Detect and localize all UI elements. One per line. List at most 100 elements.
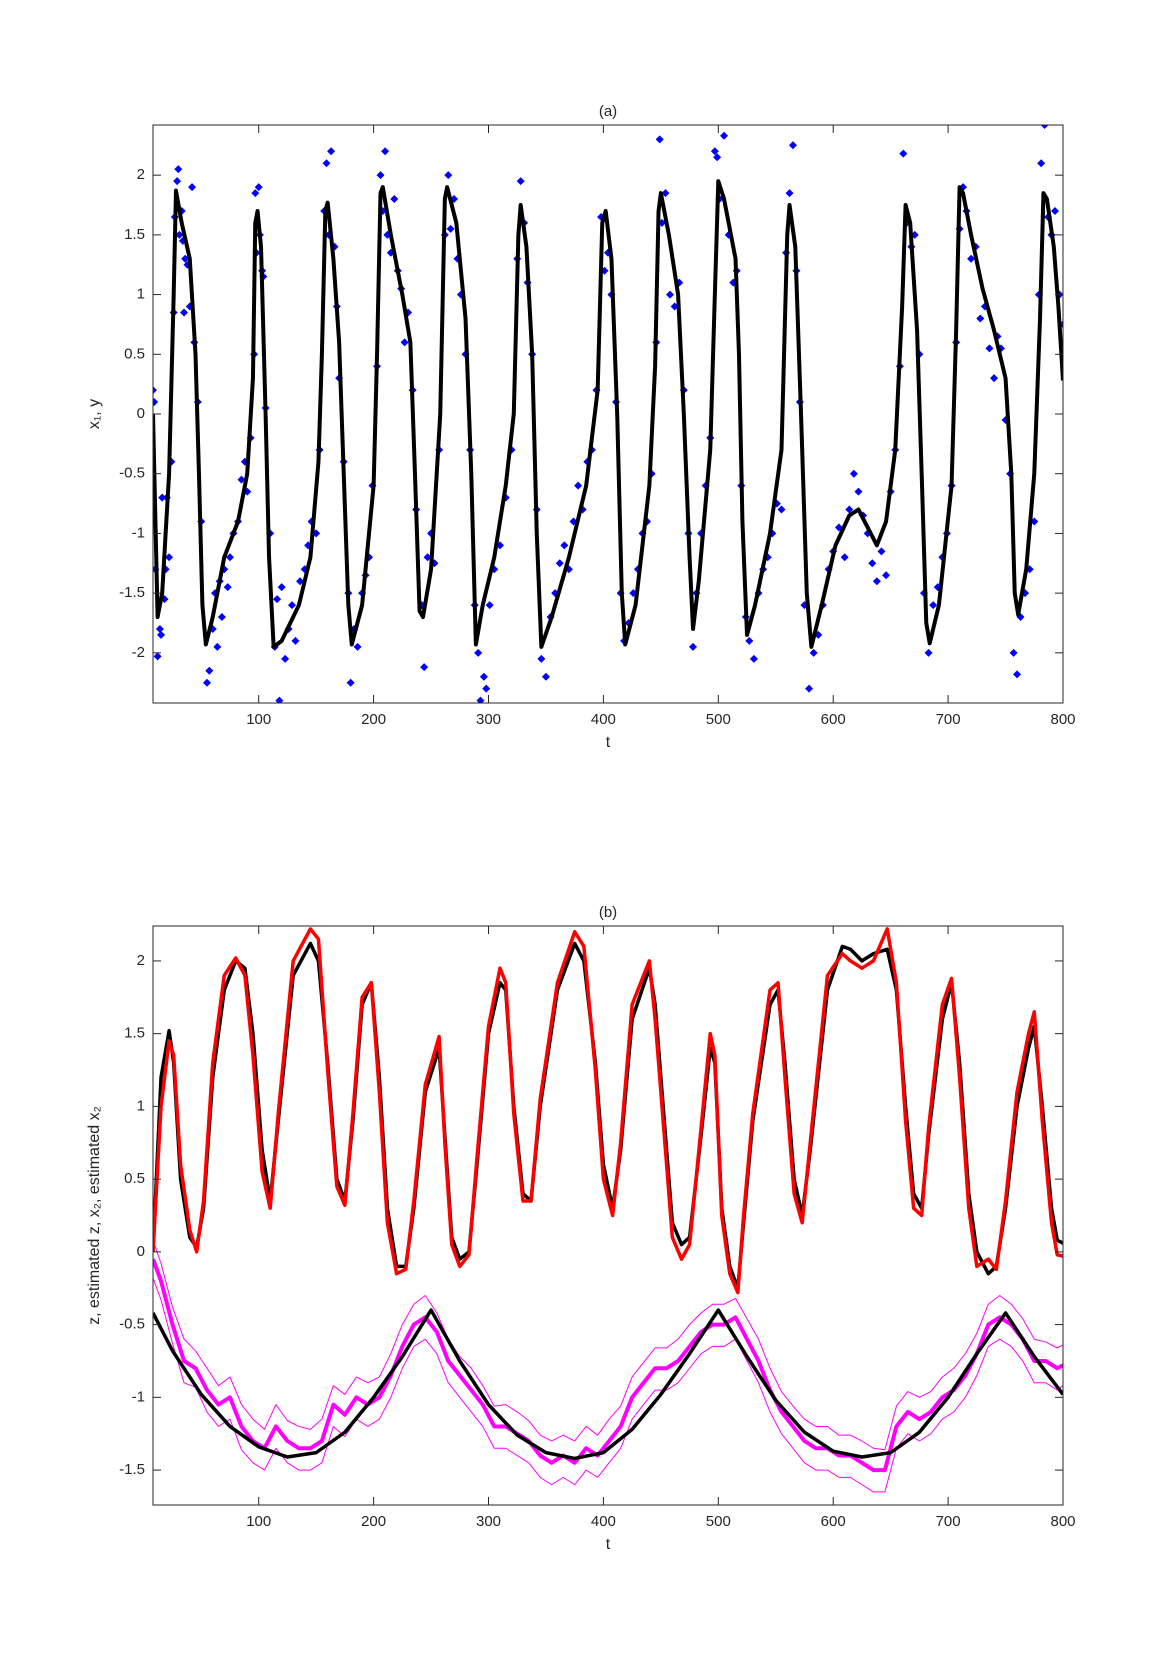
marker [288,601,297,610]
marker [555,559,564,568]
marker [203,678,212,687]
y-tick-label: 0 [137,1243,145,1260]
marker [805,684,814,693]
marker [251,189,260,198]
marker [217,613,226,622]
marker [560,541,569,550]
y-tick-label: 2 [137,166,145,183]
x-tick-label: 200 [361,711,386,728]
marker [854,487,863,496]
y-tick-label: 0 [137,405,145,422]
marker [1040,125,1049,129]
marker [882,571,891,580]
marker [713,153,722,162]
x-tick-label: 600 [821,711,846,728]
marker [291,636,300,645]
marker [749,654,758,663]
marker [745,636,754,645]
marker [1013,670,1022,679]
marker [277,583,286,592]
y-tick-label: 1 [137,1097,145,1114]
marker [225,553,234,562]
marker [899,149,908,158]
marker [720,131,729,140]
line [153,941,1063,1290]
chart-title: (a) [599,103,617,120]
marker [327,147,336,156]
marker [872,577,881,586]
axes-frame [152,925,1064,1506]
marker [1021,589,1030,598]
y-tick-label: -1 [132,1388,145,1405]
marker [390,195,399,204]
marker [655,135,664,144]
y-tick-label: 2 [137,952,145,969]
marker [153,398,159,407]
marker [777,505,786,514]
marker [990,374,999,383]
y-tick-label: -1.5 [119,584,145,601]
marker [537,654,546,663]
marker [877,547,886,556]
x-axis-label: t [606,734,611,751]
x-tick-label: 500 [706,711,731,728]
marker [868,559,877,568]
y-tick-label: -0.5 [119,465,145,482]
marker [809,648,818,657]
x-tick-label: 800 [1050,1513,1075,1530]
line [153,1258,1063,1473]
marker [423,553,432,562]
marker [516,177,525,186]
y-axis-label: z, estimated z, x₂, estimated x₂ [86,1106,103,1325]
marker [849,469,858,478]
line [153,179,1063,649]
marker [474,648,483,657]
marker [174,165,183,174]
line [153,1277,1063,1493]
marker [376,171,385,180]
marker [153,652,162,661]
y-tick-label: 1 [137,286,145,303]
marker [845,505,854,514]
marker [155,624,164,633]
marker [205,666,214,675]
marker [976,314,985,323]
marker [296,577,305,586]
marker [273,595,282,604]
marker [689,642,698,651]
marker [381,147,390,156]
marker [924,648,933,657]
marker [929,601,938,610]
marker [985,344,994,353]
marker [1009,648,1018,657]
marker [181,254,190,263]
marker [213,642,222,651]
y-tick-label: -1 [132,524,145,541]
marker [967,254,976,263]
marker [444,171,453,180]
marker [165,553,174,562]
marker [173,177,182,186]
marker [353,642,362,651]
x-tick-label: 300 [476,711,501,728]
marker [237,475,246,484]
x-tick-label: 100 [246,1513,271,1530]
y-tick-label: 1.5 [124,226,145,243]
x-tick-label: 700 [936,1513,961,1530]
x-tick-label: 400 [591,1513,616,1530]
line [153,1240,1063,1451]
marker [785,189,794,198]
line [153,1308,1063,1461]
y-tick-label: -2 [132,644,145,661]
marker [420,663,429,672]
marker [1050,206,1059,215]
x-tick-label: 400 [591,711,616,728]
marker [840,553,849,562]
marker [485,601,494,610]
marker [666,290,675,299]
marker [346,678,355,687]
marker [479,672,488,681]
marker [710,147,719,156]
